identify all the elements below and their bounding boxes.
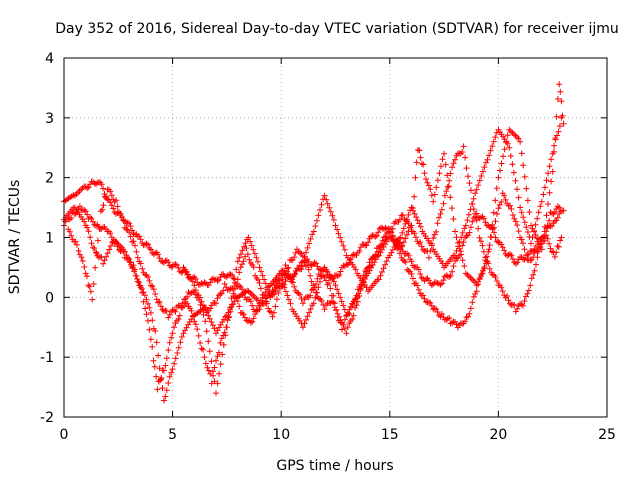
plus-markers (61, 81, 567, 404)
y-axis-ticks: -2 -1 0 1 2 3 4 (40, 51, 607, 426)
y-tick-label: -2 (40, 410, 54, 426)
x-tick-label: 15 (381, 427, 399, 443)
y-tick-label: 0 (45, 290, 54, 306)
chart-title: Day 352 of 2016, Sidereal Day-to-day VTE… (55, 21, 619, 37)
x-axis-label: GPS time / hours (276, 458, 393, 474)
x-tick-label: 0 (60, 427, 69, 443)
y-tick-label: 4 (45, 51, 54, 67)
data-points (61, 81, 567, 404)
plot-area-frame (63, 57, 608, 418)
y-axis-label: SDTVAR / TECUs (7, 180, 23, 295)
x-tick-label: 20 (489, 427, 507, 443)
y-tick-label: 2 (45, 171, 54, 187)
grid-lines (64, 58, 607, 417)
x-axis-ticks: 0 5 10 15 20 25 (60, 58, 616, 443)
x-tick-label: 5 (168, 427, 177, 443)
x-tick-label: 10 (272, 427, 290, 443)
x-tick-label: 25 (598, 427, 616, 443)
y-tick-label: 3 (45, 111, 54, 127)
y-tick-label: -1 (40, 350, 54, 366)
y-tick-label: 1 (45, 231, 54, 247)
